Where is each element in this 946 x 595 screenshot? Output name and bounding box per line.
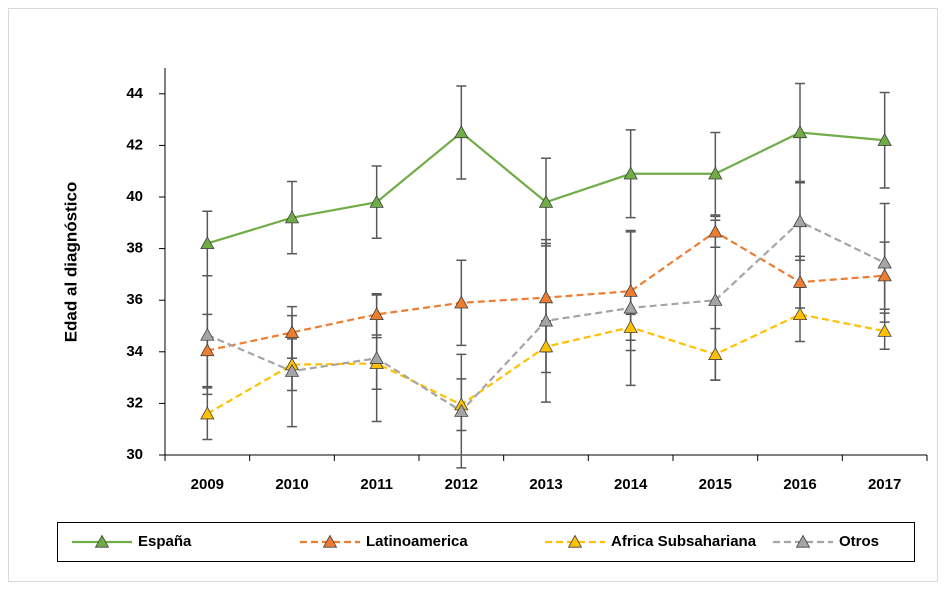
marker [708, 166, 723, 180]
marker [200, 327, 215, 341]
marker [454, 403, 469, 417]
marker [369, 307, 384, 320]
marker [792, 274, 808, 288]
x-tick-label: 2012 [445, 476, 478, 493]
marker [538, 290, 554, 304]
y-tick-label: 32 [126, 394, 143, 411]
legend-label: España [138, 533, 192, 550]
marker [369, 194, 384, 208]
marker [708, 347, 723, 360]
marker [454, 125, 469, 139]
y-tick-label: 38 [126, 240, 143, 257]
x-tick-label: 2010 [275, 476, 308, 493]
y-tick-label: 42 [126, 136, 143, 153]
marker [538, 339, 554, 353]
marker [877, 323, 892, 337]
marker [623, 319, 638, 333]
marker [284, 210, 300, 224]
marker [623, 300, 638, 314]
y-tick-label: 30 [126, 446, 143, 463]
legend-marker [94, 534, 110, 548]
x-tick-label: 2013 [529, 476, 562, 493]
marker [623, 283, 638, 297]
x-tick-label: 2014 [614, 476, 648, 493]
marker [284, 363, 300, 377]
marker [877, 268, 892, 282]
legend-marker [322, 534, 338, 548]
x-tick-label: 2009 [191, 476, 224, 493]
marker [200, 236, 215, 250]
marker [792, 307, 808, 320]
marker [369, 350, 384, 364]
x-tick-label: 2011 [360, 476, 393, 493]
marker [200, 406, 215, 420]
marker [877, 132, 892, 146]
marker [623, 166, 638, 180]
legend-label: Latinoamerica [366, 533, 468, 550]
legend-label: Africa Subsahariana [611, 533, 757, 550]
marker [792, 214, 808, 228]
y-tick-label: 34 [126, 343, 143, 360]
marker [200, 343, 215, 357]
legend-label: Otros [839, 533, 879, 550]
marker [284, 325, 300, 339]
marker [538, 194, 554, 208]
y-tick-label: 44 [126, 85, 143, 102]
y-tick-label: 36 [126, 291, 143, 308]
legend-marker [567, 534, 583, 548]
y-axis-title: Edad al diagnóstico [61, 182, 80, 343]
legend-box [57, 522, 915, 562]
marker [877, 255, 892, 269]
chart-border [8, 8, 938, 582]
marker [538, 313, 554, 327]
marker [454, 295, 469, 309]
marker [708, 224, 723, 238]
x-tick-label: 2015 [699, 476, 732, 493]
x-tick-label: 2016 [783, 476, 816, 493]
y-tick-label: 40 [126, 188, 143, 205]
marker [708, 292, 723, 306]
legend-marker [795, 534, 811, 548]
x-tick-label: 2017 [868, 476, 901, 493]
marker [792, 125, 808, 139]
